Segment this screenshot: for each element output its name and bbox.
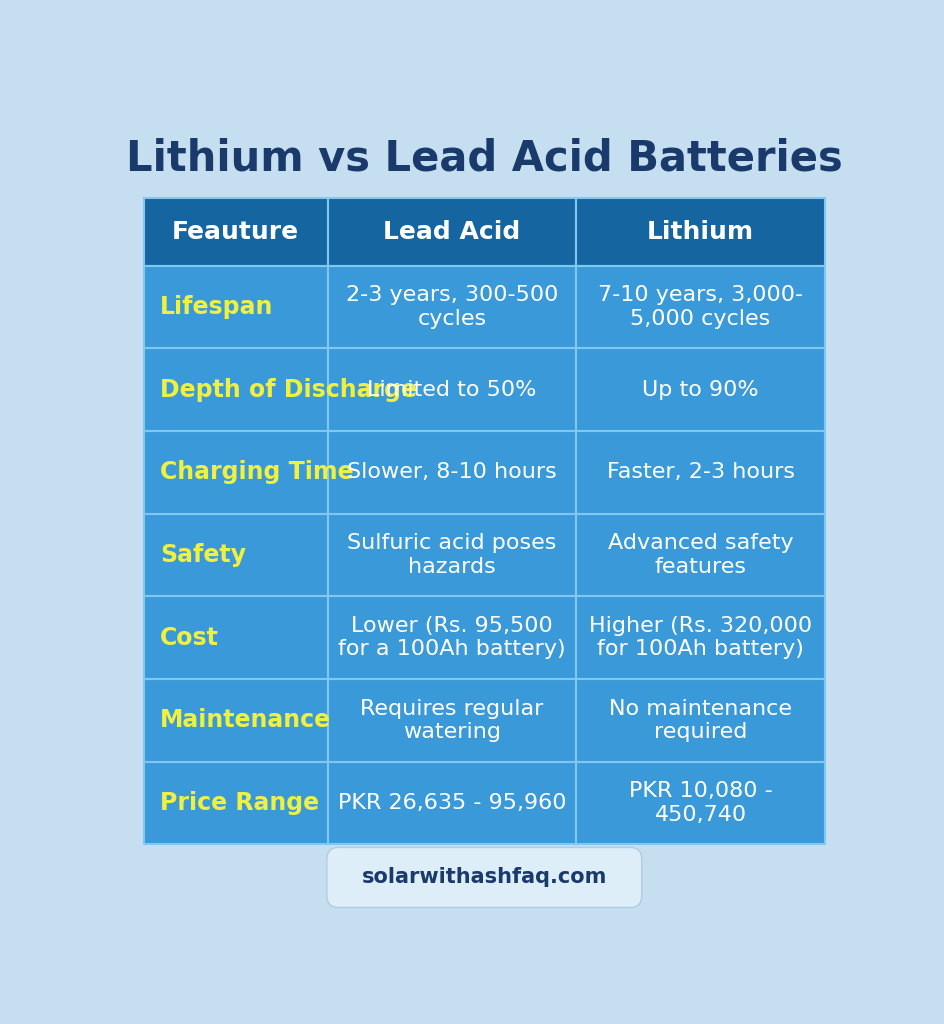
Text: PKR 10,080 -
450,740: PKR 10,080 - 450,740 bbox=[628, 781, 771, 824]
Text: Advanced safety
features: Advanced safety features bbox=[607, 534, 793, 577]
FancyBboxPatch shape bbox=[143, 596, 328, 679]
FancyBboxPatch shape bbox=[143, 265, 328, 348]
FancyBboxPatch shape bbox=[328, 514, 576, 596]
FancyBboxPatch shape bbox=[328, 348, 576, 431]
FancyBboxPatch shape bbox=[576, 265, 824, 348]
FancyBboxPatch shape bbox=[143, 348, 328, 431]
FancyBboxPatch shape bbox=[143, 198, 328, 265]
Text: Cost: Cost bbox=[160, 626, 218, 649]
Text: Maintenance: Maintenance bbox=[160, 709, 330, 732]
FancyBboxPatch shape bbox=[576, 679, 824, 762]
FancyBboxPatch shape bbox=[328, 762, 576, 845]
FancyBboxPatch shape bbox=[143, 679, 328, 762]
FancyBboxPatch shape bbox=[328, 679, 576, 762]
FancyBboxPatch shape bbox=[576, 514, 824, 596]
FancyBboxPatch shape bbox=[328, 198, 576, 265]
Text: Depth of Discharge: Depth of Discharge bbox=[160, 378, 416, 401]
FancyBboxPatch shape bbox=[143, 514, 328, 596]
FancyBboxPatch shape bbox=[576, 198, 824, 265]
FancyBboxPatch shape bbox=[328, 431, 576, 514]
Text: Lithium: Lithium bbox=[647, 220, 753, 244]
Text: Charging Time: Charging Time bbox=[160, 461, 353, 484]
Text: Lead Acid: Lead Acid bbox=[383, 220, 520, 244]
Text: Limited to 50%: Limited to 50% bbox=[367, 380, 536, 399]
FancyBboxPatch shape bbox=[327, 848, 641, 907]
Text: Price Range: Price Range bbox=[160, 791, 319, 815]
Text: Up to 90%: Up to 90% bbox=[642, 380, 758, 399]
Text: 7-10 years, 3,000-
5,000 cycles: 7-10 years, 3,000- 5,000 cycles bbox=[598, 286, 802, 329]
Text: Lifespan: Lifespan bbox=[160, 295, 273, 319]
FancyBboxPatch shape bbox=[143, 762, 328, 845]
Text: Sulfuric acid poses
hazards: Sulfuric acid poses hazards bbox=[346, 534, 556, 577]
Text: solarwithashfaq.com: solarwithashfaq.com bbox=[362, 867, 606, 888]
FancyBboxPatch shape bbox=[143, 431, 328, 514]
Text: Feauture: Feauture bbox=[172, 220, 299, 244]
FancyBboxPatch shape bbox=[576, 596, 824, 679]
FancyBboxPatch shape bbox=[576, 348, 824, 431]
FancyBboxPatch shape bbox=[576, 431, 824, 514]
FancyBboxPatch shape bbox=[576, 762, 824, 845]
Text: Slower, 8-10 hours: Slower, 8-10 hours bbox=[346, 463, 556, 482]
FancyBboxPatch shape bbox=[328, 596, 576, 679]
Text: Higher (Rs. 320,000
for 100Ah battery): Higher (Rs. 320,000 for 100Ah battery) bbox=[588, 616, 811, 659]
Text: Faster, 2-3 hours: Faster, 2-3 hours bbox=[606, 463, 794, 482]
Text: Lithium vs Lead Acid Batteries: Lithium vs Lead Acid Batteries bbox=[126, 137, 842, 179]
Text: Safety: Safety bbox=[160, 543, 245, 567]
FancyBboxPatch shape bbox=[328, 265, 576, 348]
Text: No maintenance
required: No maintenance required bbox=[609, 698, 791, 742]
Text: 2-3 years, 300-500
cycles: 2-3 years, 300-500 cycles bbox=[346, 286, 558, 329]
Text: Lower (Rs. 95,500
for a 100Ah battery): Lower (Rs. 95,500 for a 100Ah battery) bbox=[338, 616, 565, 659]
Text: Requires regular
watering: Requires regular watering bbox=[360, 698, 543, 742]
Text: PKR 26,635 - 95,960: PKR 26,635 - 95,960 bbox=[337, 793, 565, 813]
